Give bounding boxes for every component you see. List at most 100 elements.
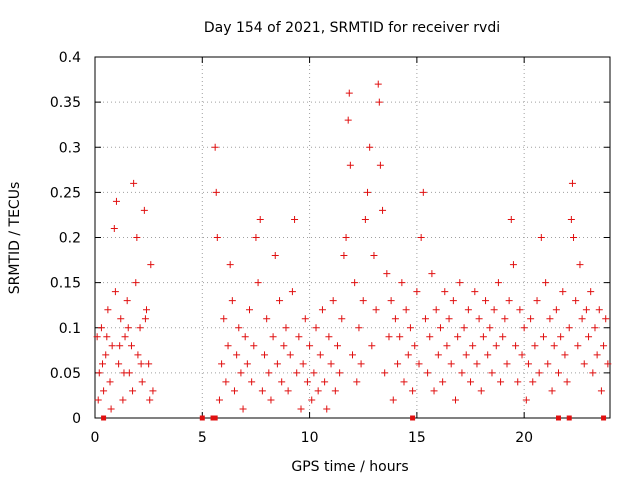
data-point [591,324,599,332]
data-point [565,324,573,332]
zero-marker [212,415,218,421]
data-point [263,315,271,323]
plot-frame [94,56,611,419]
data-point [278,378,286,386]
data-point [143,306,150,314]
data-point [443,342,451,350]
x-tick-label: 15 [408,430,426,446]
data-point [147,261,155,269]
y-tick-label: 0.25 [50,185,81,201]
data-point [108,342,116,350]
data-point [550,342,558,350]
data-point [297,405,305,413]
data-point [258,387,266,395]
data-point [396,333,404,341]
data-point [282,324,290,332]
data-point [576,261,584,269]
data-point [213,234,221,241]
data-point [111,288,119,296]
data-point [518,351,526,359]
data-point [544,360,552,368]
data-point [471,288,479,296]
data-point [353,378,361,386]
data-point [527,315,535,323]
data-point [230,387,238,395]
data-point [316,351,324,359]
data-point [149,387,157,395]
data-point [385,333,393,341]
data-point [387,297,395,305]
data-point [557,333,565,341]
data-point [383,270,391,278]
data-point [218,360,226,368]
data-point [269,333,277,341]
data-point [531,342,539,350]
data-point [467,378,475,386]
data-point [462,351,470,359]
data-point [391,315,399,323]
data-point [124,324,132,332]
data-point [241,333,249,341]
data-point [280,342,288,350]
data-point [475,315,483,323]
data-point [129,387,137,395]
data-point [349,351,356,359]
zero-marker [566,415,572,421]
data-point [413,288,421,296]
data-point [574,342,582,350]
y-axis-label: SRMTID / TECUs [7,182,23,295]
data-point [215,396,223,404]
data-point [542,279,550,287]
data-point [355,324,363,332]
data-point [103,333,111,341]
data-point [484,351,492,359]
data-point [441,288,449,296]
data-point [552,306,560,314]
data-point [507,215,515,223]
axis-ticks [94,56,610,419]
data-point [415,360,423,368]
data-point [424,369,432,377]
data-point [597,387,605,395]
data-point [345,89,353,97]
data-point [291,215,299,223]
data-point [246,306,253,314]
data-point [582,306,590,314]
data-point [539,333,547,341]
data-point [359,297,367,305]
data-point [95,369,103,377]
data-point [325,333,333,341]
data-point [141,315,149,323]
data-point [138,378,146,386]
data-point [286,351,294,359]
data-point [288,288,296,296]
y-tick-label: 0.2 [59,231,81,247]
data-point [295,333,303,341]
y-tick-label: 0.3 [59,140,81,156]
data-point [146,396,154,404]
data-point [529,378,537,386]
x-tick-labels: 0 5 10 15 20 [91,430,534,446]
data-point [497,378,505,386]
data-point [381,369,389,377]
data-point [503,360,511,368]
data-point [134,351,142,359]
data-point [533,297,541,305]
data-point [375,98,383,106]
data-point [428,270,436,278]
data-point [336,369,344,377]
data-point [252,234,260,241]
data-point [426,333,434,341]
data-point [299,360,307,368]
data-point [445,315,453,323]
data-point [265,369,273,377]
data-point [452,396,459,404]
data-point [520,324,528,332]
data-point [318,306,326,314]
data-point [372,306,380,314]
data-point [559,288,567,296]
data-point [342,234,350,241]
data-point [501,315,509,323]
data-point [490,306,498,314]
